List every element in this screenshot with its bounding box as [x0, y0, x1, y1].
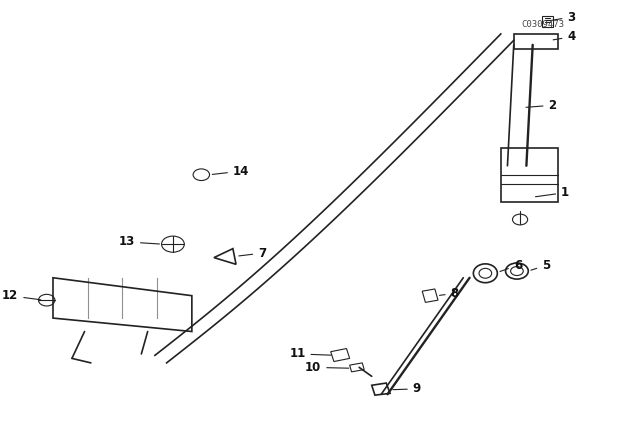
- Text: 1: 1: [536, 186, 569, 199]
- Text: 5: 5: [531, 258, 550, 272]
- Text: 9: 9: [393, 382, 421, 396]
- Text: 8: 8: [440, 287, 459, 300]
- Text: 10: 10: [305, 361, 349, 374]
- Text: 4: 4: [553, 30, 575, 43]
- Text: 6: 6: [500, 258, 522, 272]
- Text: 7: 7: [239, 246, 266, 260]
- Text: 11: 11: [289, 347, 331, 361]
- Text: 14: 14: [212, 164, 249, 178]
- Text: 2: 2: [526, 99, 557, 112]
- Text: 12: 12: [2, 289, 41, 302]
- Text: 13: 13: [119, 235, 159, 249]
- Text: 3: 3: [550, 10, 575, 24]
- Text: C0309473: C0309473: [521, 20, 564, 29]
